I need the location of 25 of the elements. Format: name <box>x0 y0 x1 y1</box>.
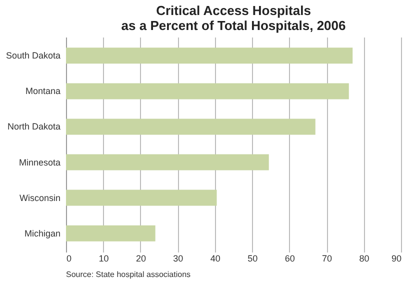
x-tick-label: 40 <box>210 254 220 264</box>
bar <box>66 190 217 206</box>
y-tick-label: South Dakota <box>6 50 60 61</box>
bar <box>66 154 269 170</box>
x-tick-label: 0 <box>66 254 72 264</box>
x-tick-label: 80 <box>359 254 370 264</box>
x-tick-label: 10 <box>98 254 109 264</box>
y-tick-label: Minnesota <box>18 157 60 168</box>
x-tick-label: 50 <box>248 254 258 264</box>
bar <box>66 48 353 64</box>
bar <box>66 83 349 100</box>
y-tick-label: North Dakota <box>7 122 60 132</box>
bar <box>66 118 316 135</box>
y-tick-label: Michigan <box>24 228 60 238</box>
y-tick-label: Montana <box>25 86 60 96</box>
x-tick-label: 30 <box>173 254 184 264</box>
bar <box>66 225 156 242</box>
x-tick-label: 90 <box>391 254 402 264</box>
x-tick-label: 20 <box>136 254 146 264</box>
y-tick-label: Wisconsin <box>19 192 60 203</box>
x-tick-label: 60 <box>284 254 295 264</box>
text: Critical Access Hospitals <box>156 3 311 18</box>
source-note: Source: State hospital associations <box>66 270 191 279</box>
x-tick-label: 70 <box>322 254 332 264</box>
text: as a Percent of Total Hospitals, 2006 <box>121 18 346 33</box>
